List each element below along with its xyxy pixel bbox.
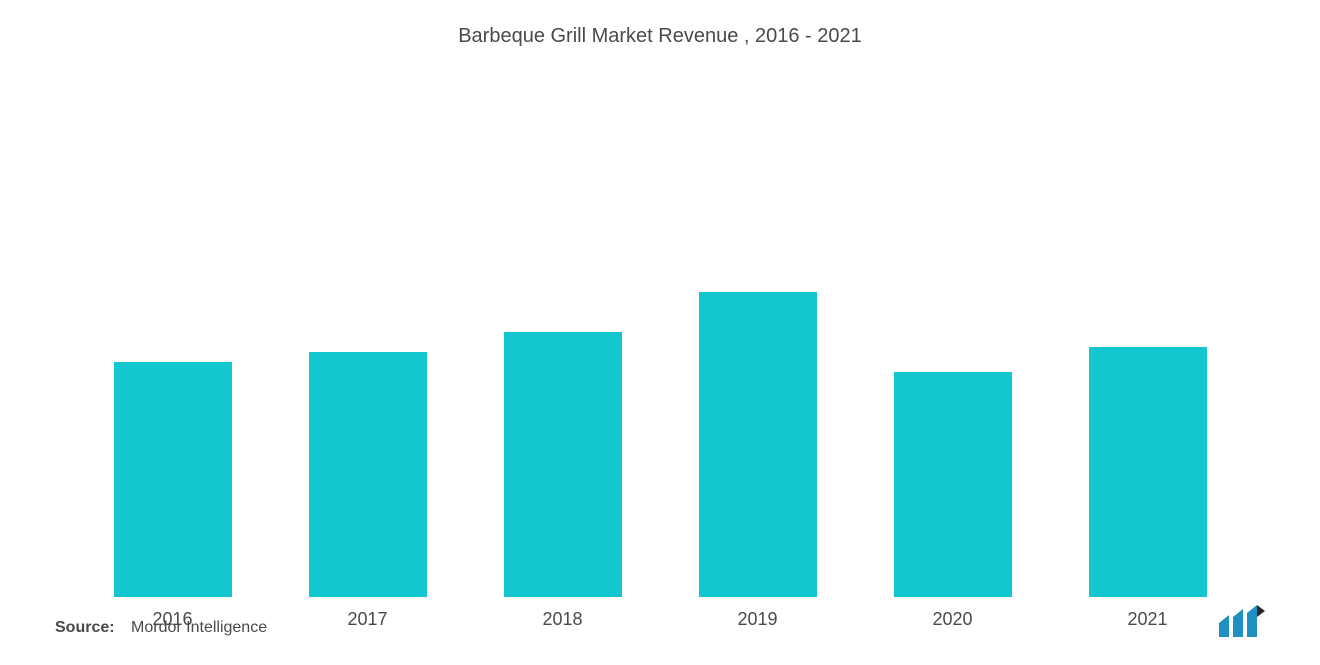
bar-2016 — [114, 362, 232, 597]
brand-logo-icon — [1217, 605, 1265, 637]
chart-container: Barbeque Grill Market Revenue , 2016 - 2… — [0, 0, 1320, 665]
source-label: Source: — [55, 619, 115, 636]
bar-group — [270, 352, 465, 597]
plot-area — [55, 78, 1265, 597]
bar-group — [465, 332, 660, 597]
bar-2019 — [699, 292, 817, 597]
footer: Source: Mordor Intelligence — [55, 605, 1265, 637]
chart-title: Barbeque Grill Market Revenue , 2016 - 2… — [55, 25, 1265, 48]
bar-2021 — [1089, 347, 1207, 597]
bar-2017 — [309, 352, 427, 597]
bar-2018 — [504, 332, 622, 597]
bar-group — [75, 362, 270, 597]
source-text: Mordor Intelligence — [131, 619, 267, 636]
bar-group — [855, 372, 1050, 597]
bar-group — [1050, 347, 1245, 597]
bar-2020 — [894, 372, 1012, 597]
source-line: Source: Mordor Intelligence — [55, 619, 267, 637]
bar-group — [660, 292, 855, 597]
